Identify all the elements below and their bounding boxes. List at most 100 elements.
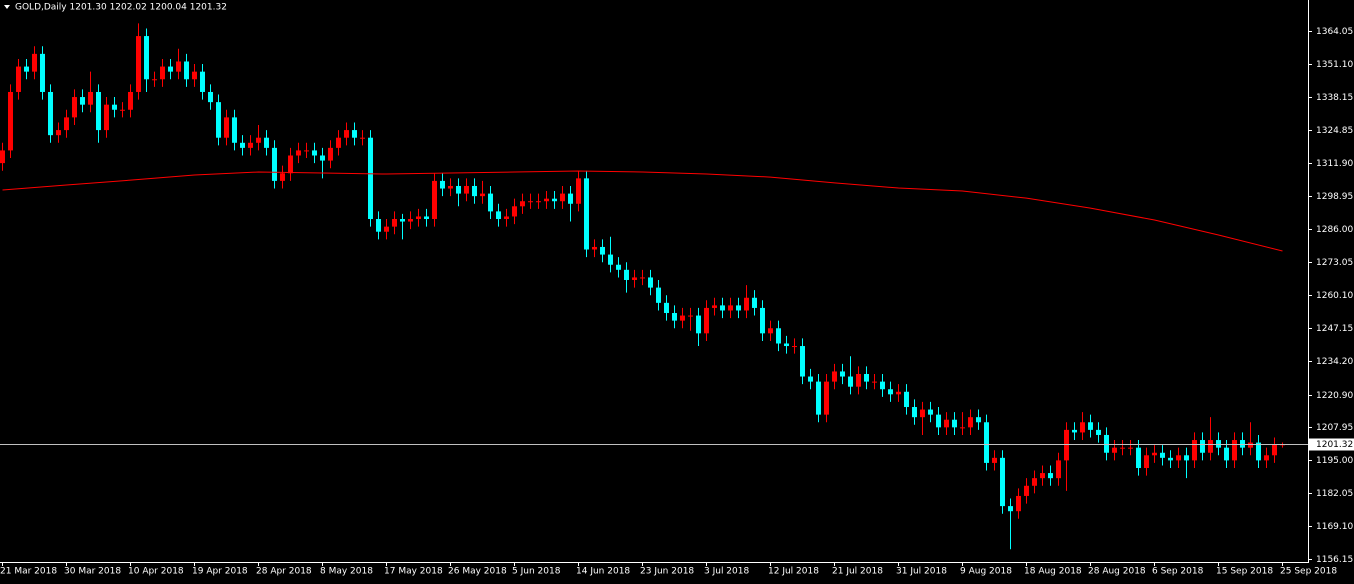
candle-body: [80, 97, 85, 105]
candle-body: [416, 216, 421, 220]
y-tick-label: 1364.05: [1316, 27, 1353, 37]
chart-header: GOLD,Daily 1201.30 1202.02 1200.04 1201.…: [15, 3, 227, 13]
candle-body: [800, 346, 805, 377]
x-tick-label: 17 May 2018: [384, 567, 443, 577]
candle-body: [912, 407, 917, 418]
candle-body: [464, 185, 469, 194]
candle-body: [1112, 447, 1117, 453]
candle-body: [568, 193, 573, 204]
candle-body: [1224, 447, 1229, 461]
candle-body: [232, 117, 237, 143]
candle-body: [328, 147, 333, 161]
candle-body: [280, 173, 285, 181]
candle-body: [1168, 457, 1173, 461]
candle-body: [376, 219, 381, 232]
candle-body: [544, 198, 549, 202]
candle-body: [200, 71, 205, 92]
candle-body: [1080, 422, 1085, 433]
candle-body: [592, 246, 597, 250]
candle-body: [1216, 440, 1221, 448]
candle-body: [504, 216, 509, 220]
candle-body: [1088, 422, 1093, 430]
x-tick-label: 28 Apr 2018: [256, 567, 312, 577]
candle-body: [1176, 455, 1181, 461]
y-tick-label: 1182.05: [1316, 489, 1353, 499]
x-tick-label: 21 Mar 2018: [0, 567, 57, 577]
candle-body: [24, 66, 29, 72]
candle-body: [160, 66, 165, 80]
x-tick-label: 26 May 2018: [448, 567, 507, 577]
candle-body: [144, 36, 149, 80]
x-tick-label: 18 Aug 2018: [1024, 567, 1082, 577]
y-tick-label: 1298.95: [1316, 192, 1353, 202]
candle-body: [304, 150, 309, 152]
candle-body: [792, 346, 797, 348]
y-tick-label: 1273.05: [1316, 258, 1353, 268]
candle-body: [816, 381, 821, 415]
candle-body: [704, 307, 709, 334]
candle-body: [760, 307, 765, 334]
y-tick-label: 1169.10: [1316, 522, 1353, 532]
candle-body: [96, 91, 101, 131]
x-tick-label: 28 Aug 2018: [1088, 567, 1146, 577]
y-tick-label: 1234.20: [1316, 357, 1353, 367]
x-tick-label: 25 Sep 2018: [1280, 567, 1337, 577]
candle-body: [888, 389, 893, 395]
candle-body: [1184, 455, 1189, 461]
candle-body: [16, 66, 21, 92]
candle-body: [728, 305, 733, 311]
candle-body: [664, 302, 669, 314]
candle-body: [808, 376, 813, 382]
candle-body: [624, 269, 629, 280]
candle-body: [904, 391, 909, 408]
candle-body: [928, 409, 933, 415]
y-tick-label: 1220.90: [1316, 391, 1353, 401]
candle-body: [720, 305, 725, 311]
candle-body: [560, 193, 565, 202]
candle-body: [1072, 429, 1077, 433]
candle-body: [952, 419, 957, 428]
candle-body: [64, 117, 69, 131]
candle-body: [848, 376, 853, 387]
candle-body: [224, 117, 229, 138]
candle-body: [296, 150, 301, 156]
candle-body: [336, 137, 341, 148]
candle-body: [1192, 440, 1197, 461]
candle-body: [1160, 452, 1165, 458]
candle-body: [392, 219, 397, 227]
candle-body: [984, 422, 989, 463]
candle-body: [1152, 452, 1157, 456]
candle-body: [936, 414, 941, 428]
candle-body: [944, 419, 949, 428]
current-price-box: [1309, 438, 1354, 451]
candle-body: [648, 277, 653, 288]
candle-body: [72, 97, 77, 118]
candle-body: [832, 371, 837, 382]
y-tick-label: 1351.10: [1316, 60, 1353, 70]
candle-body: [216, 102, 221, 138]
candle-body: [600, 246, 605, 255]
candle-body: [40, 53, 45, 92]
candle-body: [992, 457, 997, 463]
candle-body: [48, 91, 53, 136]
candle-body: [520, 201, 525, 207]
menu-arrow[interactable]: [4, 5, 10, 9]
candle-body: [1104, 434, 1109, 453]
x-tick-label: 10 Apr 2018: [128, 567, 184, 577]
candle-body: [384, 226, 389, 232]
candle-body: [960, 427, 965, 429]
candle-body: [120, 109, 125, 111]
candle-body: [1096, 429, 1101, 435]
candle-body: [368, 137, 373, 220]
candle-body: [856, 373, 861, 387]
candle-body: [256, 137, 261, 143]
candle-body: [1048, 473, 1053, 479]
candle-body: [864, 373, 869, 382]
current-price-label: 1201.32: [1316, 440, 1353, 450]
candle-body: [136, 36, 141, 92]
y-tick-label: 1156.15: [1316, 555, 1353, 565]
candle-body: [840, 371, 845, 377]
x-tick-label: 23 Jun 2018: [640, 567, 694, 577]
candle-body: [488, 193, 493, 212]
